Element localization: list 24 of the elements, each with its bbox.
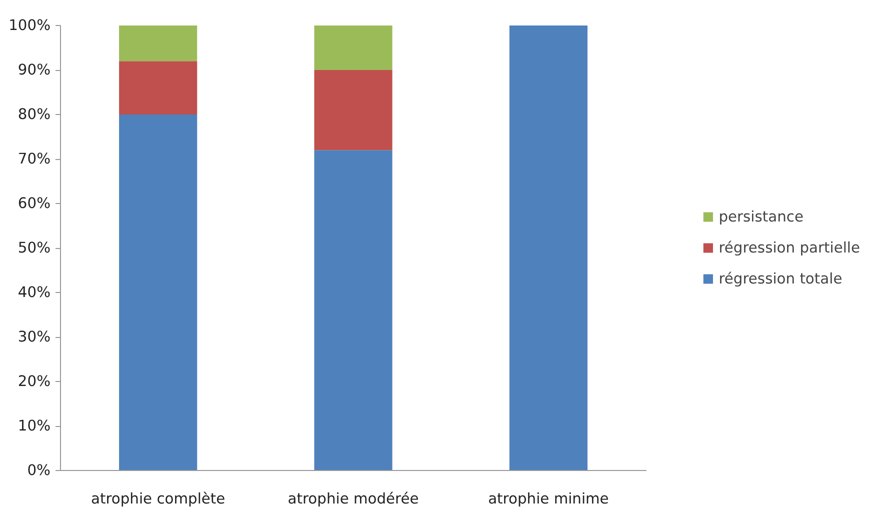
y-tick-label: 10% <box>18 418 51 434</box>
legend-label: persistance <box>718 208 804 225</box>
y-tick-label: 40% <box>18 284 51 301</box>
bar <box>119 114 198 470</box>
y-tick-label: 30% <box>18 328 51 346</box>
y-tick-label: 60% <box>18 195 51 212</box>
y-tick-label: 50% <box>18 240 51 256</box>
x-tick-label: atrophie minime <box>488 490 609 508</box>
y-tick-label: 70% <box>18 150 51 168</box>
x-tick-label: atrophie complète <box>90 490 226 508</box>
bar <box>314 26 392 70</box>
y-tick-label: 80% <box>18 106 51 123</box>
y-tick-label: 100% <box>8 17 51 34</box>
bar <box>509 26 588 470</box>
bar <box>314 70 392 150</box>
y-tick-label: 90% <box>18 62 51 78</box>
legend-label: régression totale <box>718 270 842 287</box>
x-tick-label: atrophie modérée <box>288 490 419 508</box>
bar <box>314 150 392 470</box>
legend-label: régression partielle <box>718 239 860 256</box>
bar <box>119 61 198 114</box>
bar <box>119 26 198 62</box>
y-tick-label: 20% <box>18 373 51 390</box>
y-tick-label: 0% <box>27 462 51 479</box>
